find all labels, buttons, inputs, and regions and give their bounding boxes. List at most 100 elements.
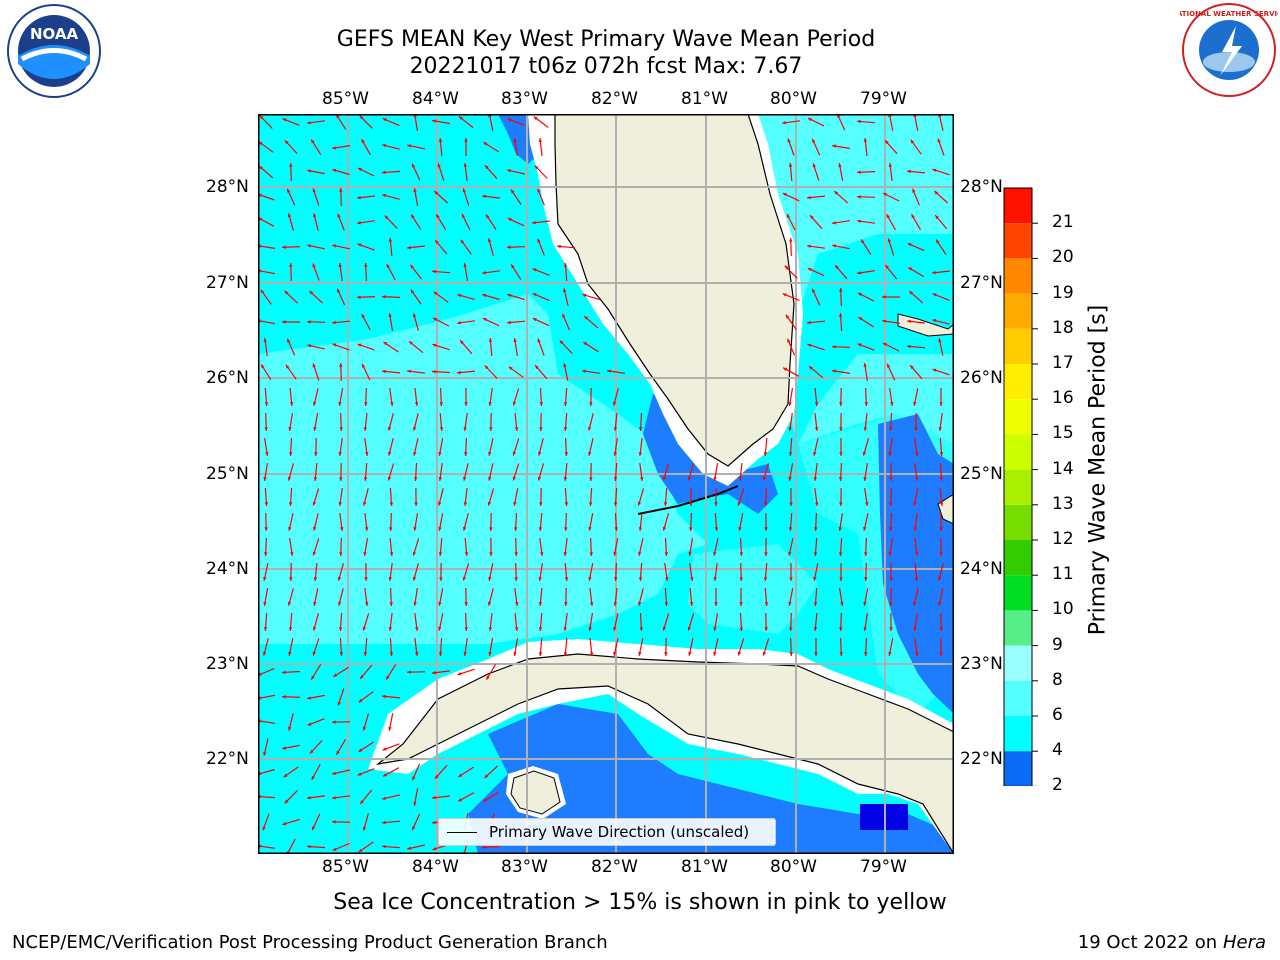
wave-arrow-head (834, 191, 839, 195)
wave-arrow-head (332, 343, 337, 347)
wave-arrow-head (357, 343, 362, 347)
wave-arrow-head (539, 402, 543, 406)
colorbar-segment (1004, 540, 1032, 576)
wave-arrow-head (913, 501, 917, 506)
wave-arrow-head (862, 451, 867, 456)
wave-arrow-head (813, 627, 818, 631)
wave-arrow-head (637, 501, 642, 506)
wave-arrow-head (284, 290, 289, 295)
colorbar-tick-label: 10 (1052, 599, 1074, 620)
lon-label: 81°W (681, 857, 728, 877)
wave-arrow-head (537, 476, 542, 481)
colorbar-tick-label: 16 (1052, 388, 1074, 409)
wave-arrow-head (588, 451, 592, 456)
wave-arrow-head (812, 138, 816, 143)
wave-arrow-head (788, 477, 792, 481)
colorbar-tick-label: 12 (1052, 529, 1074, 549)
wave-arrow-head (939, 627, 943, 631)
wave-arrow-head (389, 602, 393, 606)
wave-arrow-head (638, 527, 643, 531)
wave-arrow-head (264, 552, 268, 556)
wave-arrow-head (539, 502, 543, 506)
wave-arrow-head (489, 427, 493, 431)
wave-arrow-head (533, 116, 538, 121)
wave-arrow-head (433, 291, 438, 296)
wave-arrow-head (789, 502, 793, 506)
wave-arrow-head (813, 602, 818, 606)
wave-arrow-head (360, 675, 364, 679)
wave-arrow-head (412, 551, 417, 556)
wave-arrow-head (514, 627, 519, 631)
wave-arrow-head (864, 577, 868, 581)
wave-arrow-head (462, 576, 467, 581)
wave-arrow-head (457, 321, 461, 325)
wave-arrow-head (464, 138, 468, 142)
wave-arrow-head (383, 773, 388, 777)
wave-arrow-head (739, 552, 744, 556)
wave-arrow-head (863, 363, 867, 367)
wave-arrow-head (713, 551, 717, 556)
wave-arrow-head (665, 577, 669, 581)
wave-arrow-head (534, 165, 539, 170)
wave-arrow-head (307, 844, 311, 849)
wave-arrow-head (460, 239, 465, 244)
wave-arrow-head (432, 269, 436, 274)
wave-arrow-head (363, 427, 368, 431)
wave-arrow-head (339, 427, 343, 431)
wave-arrow-head (433, 317, 437, 322)
wave-arrow-head (913, 601, 917, 606)
wave-arrow-head (361, 314, 365, 318)
wave-arrow-head (588, 577, 592, 581)
wave-arrow-head (939, 452, 944, 456)
wave-arrow-head (863, 526, 867, 531)
colorbar-tick-label: 19 (1052, 282, 1074, 303)
lat-label: 27°N (960, 273, 1003, 293)
plot-subtitle: 20221017 t06z 072h fcst Max: 7.67 (409, 54, 803, 79)
lon-label: 79°W (860, 857, 907, 877)
map-legend: Primary Wave Direction (unscaled) (438, 818, 776, 846)
lon-label: 80°W (770, 857, 817, 877)
lat-label: 28°N (206, 177, 249, 197)
wave-arrow-head (507, 169, 512, 173)
wave-arrow-head (388, 727, 392, 731)
wave-arrow-head (339, 552, 343, 556)
wave-arrow-head (614, 527, 618, 531)
wave-arrow-head (713, 477, 717, 481)
wave-arrow-head (513, 338, 517, 342)
wave-arrow-head (288, 726, 292, 731)
wave-arrow-head (763, 452, 768, 456)
wave-arrow-head (265, 452, 269, 456)
wave-arrow-head (784, 265, 789, 270)
wave-arrow-head (264, 527, 268, 531)
wave-arrow-head (886, 214, 890, 219)
wave-arrow-head (857, 271, 861, 275)
colorbar-segment (1004, 258, 1032, 294)
wave-arrow-head (514, 427, 519, 431)
wave-arrow-head (832, 144, 836, 148)
wave-arrow-head (432, 670, 436, 675)
wave-arrow-head (737, 651, 742, 656)
wave-arrow-head (865, 502, 869, 506)
wave-arrow-head (507, 320, 511, 325)
lon-label: 83°W (501, 857, 548, 877)
wave-arrow-head (438, 527, 442, 531)
wave-arrow-head (888, 163, 892, 167)
colorbar-segment (1004, 575, 1032, 611)
wave-arrow-head (364, 263, 368, 267)
wave-arrow-head (307, 696, 311, 700)
wave-arrow-head (386, 675, 390, 680)
wave-arrow-head (664, 652, 668, 656)
wave-arrow-head (389, 527, 393, 531)
wave-arrow-head (812, 288, 816, 293)
wave-arrow-head (412, 163, 416, 168)
wave-arrow-head (688, 552, 692, 556)
wave-arrow-head (307, 722, 312, 726)
wave-arrow-head (832, 369, 836, 373)
wave-arrow-head (814, 527, 818, 531)
wave-arrow-head (588, 627, 592, 631)
colorbar-tick-label: 11 (1052, 564, 1074, 585)
wave-arrow-head (483, 798, 488, 802)
wave-arrow-head (307, 169, 311, 173)
wave-arrow-head (832, 345, 836, 349)
ocean-6-8s-gulf (258, 294, 708, 644)
